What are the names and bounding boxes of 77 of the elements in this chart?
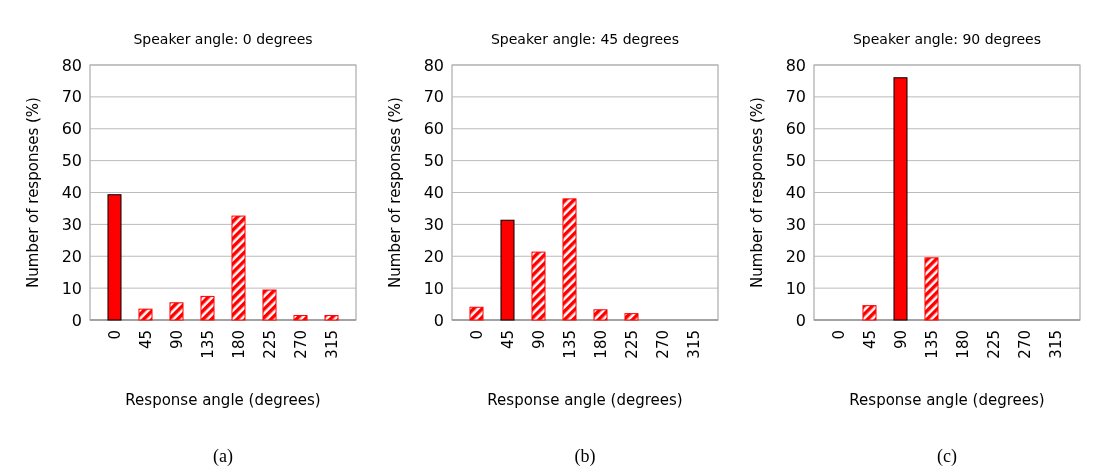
- bar: [500, 219, 515, 321]
- x-tick-label: 0: [105, 330, 124, 340]
- bar: [262, 289, 277, 321]
- y-axis-title: Number of responses (%): [24, 97, 42, 288]
- y-tick-label: 50: [785, 151, 806, 171]
- chart-title: Speaker angle: 90 degrees: [852, 31, 1042, 47]
- y-tick-label: 30: [423, 214, 444, 234]
- y-tick-label: 20: [61, 246, 82, 266]
- y-axis-title: Number of responses (%): [748, 97, 766, 288]
- y-tick-label: 50: [423, 151, 444, 171]
- bar: [200, 295, 215, 321]
- x-axis-title: Response angle (degrees): [125, 391, 321, 409]
- y-tick-label: 10: [785, 278, 806, 298]
- bar: [138, 308, 153, 321]
- bar: [593, 309, 608, 321]
- x-axis-title: Response angle (degrees): [487, 391, 683, 409]
- y-tick-label: 30: [785, 214, 806, 234]
- x-tick-label: 0: [467, 330, 486, 340]
- bar: [324, 315, 339, 321]
- y-tick-label: 40: [61, 183, 82, 203]
- bar: [107, 194, 122, 321]
- x-tick-label: 90: [529, 330, 548, 350]
- x-tick-label: 315: [1046, 330, 1065, 359]
- y-tick-label: 70: [423, 87, 444, 107]
- bar: [469, 306, 484, 321]
- text: (c): [937, 446, 957, 467]
- y-tick-label: 10: [61, 278, 82, 298]
- bar: [893, 77, 908, 321]
- x-tick-label: 45: [136, 330, 155, 350]
- x-tick-label: 225: [260, 330, 279, 359]
- y-tick-label: 70: [785, 87, 806, 107]
- y-axis-title: Number of responses (%): [386, 97, 404, 288]
- y-tick-label: 60: [423, 119, 444, 139]
- text: (a): [213, 446, 233, 467]
- x-tick-label: 315: [684, 330, 703, 359]
- bar: [169, 302, 184, 321]
- bar: [862, 305, 877, 321]
- x-tick-label: 270: [1015, 330, 1034, 359]
- bar: [531, 251, 546, 321]
- x-tick-label: 135: [922, 330, 941, 359]
- x-tick-label: 90: [891, 330, 910, 350]
- y-tick-label: 20: [785, 246, 806, 266]
- y-tick-label: 60: [785, 119, 806, 139]
- y-tick-label: 20: [423, 246, 444, 266]
- y-tick-label: 80: [785, 55, 806, 75]
- y-tick-label: 50: [61, 151, 82, 171]
- x-tick-label: 315: [322, 330, 341, 359]
- bar: [562, 198, 577, 321]
- x-tick-label: 270: [291, 330, 310, 359]
- y-tick-label: 70: [61, 87, 82, 107]
- chart-title: Speaker angle: 0 degrees: [133, 31, 313, 47]
- x-tick-label: 180: [591, 330, 610, 359]
- y-tick-label: 60: [61, 119, 82, 139]
- x-tick-label: 45: [860, 330, 879, 350]
- x-tick-label: 0: [829, 330, 848, 340]
- x-tick-label: 135: [560, 330, 579, 359]
- bar: [624, 313, 639, 321]
- x-tick-label: 225: [984, 330, 1003, 359]
- x-axis-title: Response angle (degrees): [849, 391, 1045, 409]
- y-tick-label: 30: [61, 214, 82, 234]
- x-tick-label: 180: [229, 330, 248, 359]
- y-tick-label: 80: [423, 55, 444, 75]
- x-tick-label: 225: [622, 330, 641, 359]
- x-tick-label: 270: [653, 330, 672, 359]
- x-tick-label: 135: [198, 330, 217, 359]
- y-tick-label: 80: [61, 55, 82, 75]
- x-tick-label: 45: [498, 330, 517, 350]
- bar: [293, 315, 308, 321]
- x-tick-label: 90: [167, 330, 186, 350]
- bar: [231, 215, 246, 321]
- y-tick-label: 40: [423, 183, 444, 203]
- y-tick-label: 40: [785, 183, 806, 203]
- y-tick-label: 10: [423, 278, 444, 298]
- bar: [924, 257, 939, 321]
- text: (b): [574, 446, 596, 467]
- x-tick-label: 180: [953, 330, 972, 359]
- chart-title: Speaker angle: 45 degrees: [490, 31, 680, 47]
